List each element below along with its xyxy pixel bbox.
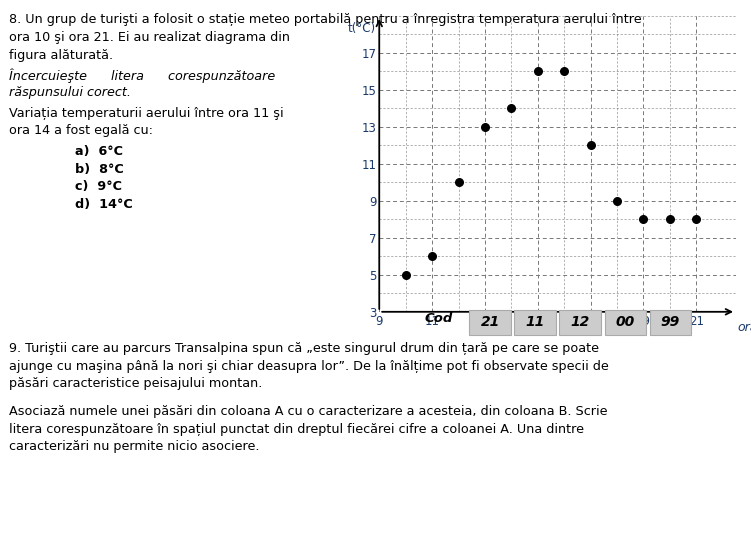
Text: răspunsului corect.: răspunsului corect. [9,86,131,99]
Point [479,123,491,131]
Point [505,104,517,112]
Point [532,67,544,76]
Point [664,215,676,224]
Text: b)  8°C: b) 8°C [75,163,124,175]
Text: ora: ora [737,321,751,334]
Text: 99: 99 [661,316,680,329]
Text: Cod: Cod [424,312,453,325]
Text: caracterizări nu permite nicio asociere.: caracterizări nu permite nicio asociere. [9,440,260,453]
Text: t(°C): t(°C) [347,21,376,35]
Text: păsări caracteristice peisajului montan.: păsări caracteristice peisajului montan. [9,377,262,390]
Point [400,271,412,279]
Point [558,67,570,76]
Point [426,252,438,261]
Text: 12: 12 [571,316,590,329]
Text: litera corespunzătoare în spațiul punctat din dreptul fiecărei cifre a coloanei : litera corespunzătoare în spațiul puncta… [9,423,584,435]
Point [638,215,650,224]
Point [584,141,596,150]
Point [453,178,465,187]
Text: ajunge cu maşina până la nori şi chiar deasupra lor”. De la înălțime pot fi obse: ajunge cu maşina până la nori şi chiar d… [9,360,609,373]
Text: c)  9°C: c) 9°C [75,180,122,193]
Text: Încercuieşte      litera      corespunzătoare: Încercuieşte litera corespunzătoare [9,68,276,83]
Text: 8. Un grup de turişti a folosit o stație meteo portabilă pentru a înregistra tem: 8. Un grup de turişti a folosit o stație… [9,13,641,26]
Text: 11: 11 [526,316,544,329]
Text: figura alăturată.: figura alăturată. [9,49,113,61]
Text: d)  14°C: d) 14°C [75,198,133,211]
Text: 00: 00 [616,316,635,329]
Point [690,215,702,224]
Point [611,197,623,205]
Text: Variația temperaturii aerului între ora 11 şi: Variația temperaturii aerului între ora … [9,107,284,119]
Text: 21: 21 [481,316,499,329]
Text: Asociază numele unei păsări din coloana A cu o caracterizare a acesteia, din col: Asociază numele unei păsări din coloana … [9,405,608,418]
Text: a)  6°C: a) 6°C [75,145,123,158]
Text: ora 14 a fost egală cu:: ora 14 a fost egală cu: [9,124,153,137]
Text: 9. Turiştii care au parcurs Transalpina spun că „este singurul drum din țară pe : 9. Turiştii care au parcurs Transalpina … [9,342,599,355]
Text: ora 10 şi ora 21. Ei au realizat diagrama din: ora 10 şi ora 21. Ei au realizat diagram… [9,31,290,44]
